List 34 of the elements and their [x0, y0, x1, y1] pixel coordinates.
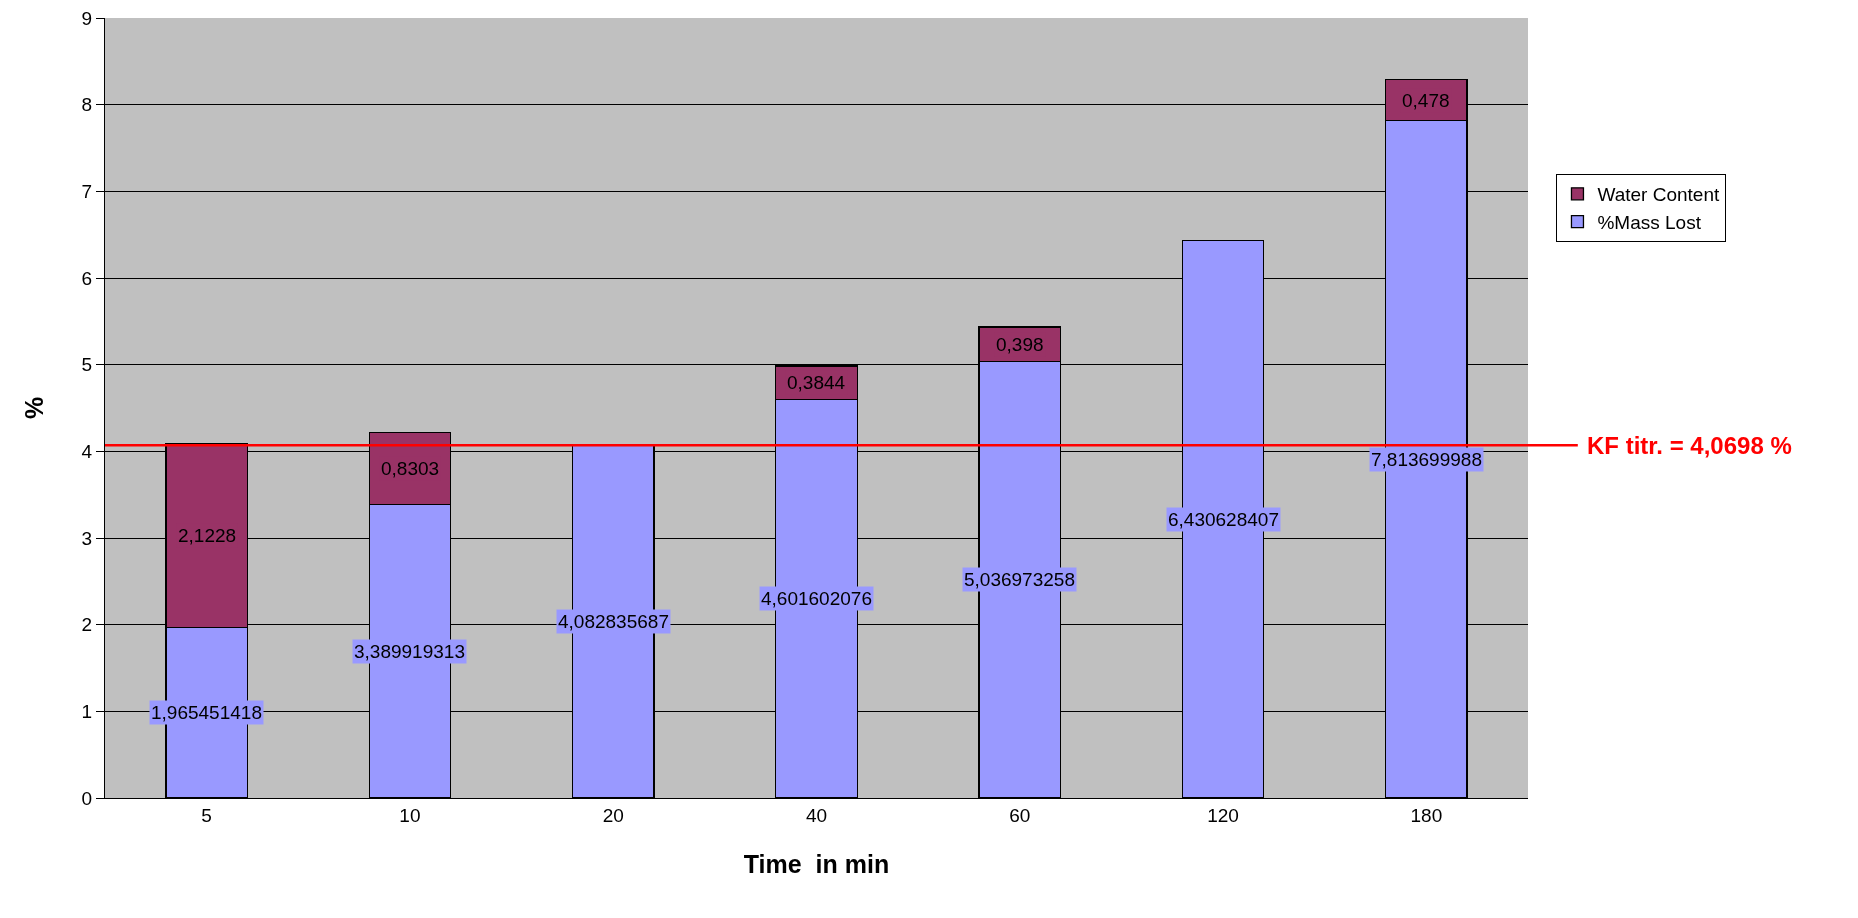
y-tick-label: 8	[81, 94, 93, 116]
y-tick-label: 7	[81, 180, 93, 202]
data-label: 0,478	[1402, 90, 1450, 111]
data-label: 4,082835687	[558, 611, 669, 632]
x-tick-label: 10	[399, 804, 421, 826]
x-axis-title: Time in min	[743, 849, 890, 878]
x-tick-label: 5	[201, 804, 212, 826]
y-tick-label: 0	[81, 787, 93, 809]
x-tick-label: 60	[1009, 804, 1031, 826]
data-label: 6,430628407	[1168, 509, 1279, 530]
x-tick-label: 40	[805, 804, 828, 826]
data-label: 7,813699988	[1371, 449, 1482, 470]
data-label: 4,601602076	[761, 588, 872, 609]
y-tick-label: 3	[81, 527, 93, 549]
legend-label: %Mass Lost	[1597, 211, 1702, 233]
data-label: 0,398	[996, 334, 1044, 355]
y-tick-label: 6	[81, 267, 93, 289]
data-label: 3,389919313	[354, 641, 465, 662]
x-tick-label: 20	[602, 804, 624, 826]
y-tick-label: 5	[81, 354, 93, 376]
x-tick-label: 180	[1410, 804, 1443, 826]
x-tick-label: 120	[1207, 804, 1239, 826]
data-label: 0,8303	[381, 458, 440, 479]
data-label: 0,3844	[787, 372, 846, 393]
data-label: 5,036973258	[964, 569, 1075, 590]
y-tick-label: 2	[81, 614, 93, 636]
y-tick-label: 1	[81, 700, 93, 722]
data-label: 2,1228	[178, 525, 237, 546]
y-tick-label: 9	[81, 7, 93, 29]
data-label: 1,965451418	[151, 702, 262, 723]
ref-line-label: KF titr. = 4,0698 %	[1587, 432, 1792, 459]
y-axis-title: %	[20, 396, 49, 420]
y-tick-label: 4	[81, 440, 93, 462]
legend-label: Water Content	[1597, 184, 1720, 206]
